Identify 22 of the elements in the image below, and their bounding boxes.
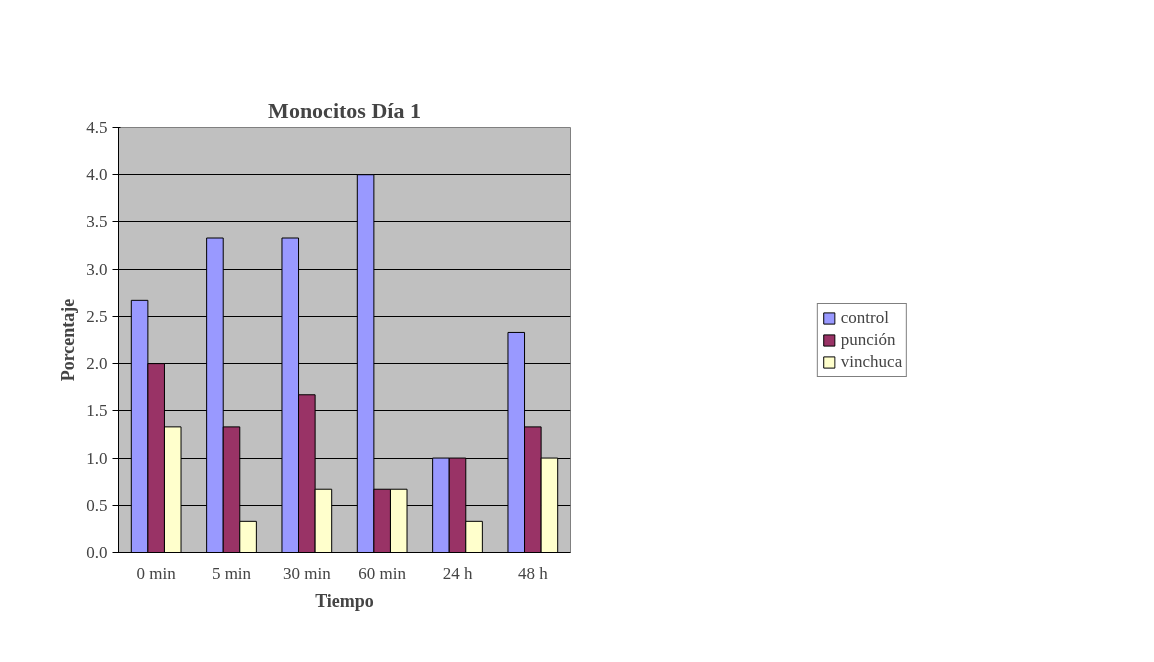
- x-tick-label: 24 h: [442, 563, 473, 583]
- y-tick-label: 4.0: [86, 165, 108, 185]
- x-axis-title: Tiempo: [315, 590, 374, 611]
- x-tick-label: 48 h: [517, 563, 549, 583]
- y-tick-label: 3.0: [86, 259, 108, 279]
- y-tick-label: 2.0: [86, 354, 108, 374]
- y-tick-label: 2.5: [86, 306, 108, 326]
- y-axis-title: Porcentaje: [58, 298, 79, 382]
- y-tick-label: 1.0: [86, 448, 108, 468]
- y-tick-label: 4.5: [86, 118, 108, 137]
- x-tick-label: 60 min: [358, 563, 407, 583]
- y-tick-label: 0.5: [86, 495, 108, 515]
- x-tick-label: 0 min: [136, 563, 177, 583]
- chart-title: Monocitos Día 1: [268, 97, 421, 123]
- y-tick-label: 1.5: [86, 401, 108, 421]
- x-tick-label: 30 min: [282, 563, 332, 583]
- y-tick-label: 3.5: [86, 212, 108, 232]
- legend-label: vinchuca: [840, 351, 903, 372]
- legend-label: control: [840, 307, 889, 328]
- x-tick-label: 5 min: [211, 563, 252, 583]
- legend-label: punción: [840, 329, 896, 350]
- y-tick-label: 0.0: [86, 543, 108, 562]
